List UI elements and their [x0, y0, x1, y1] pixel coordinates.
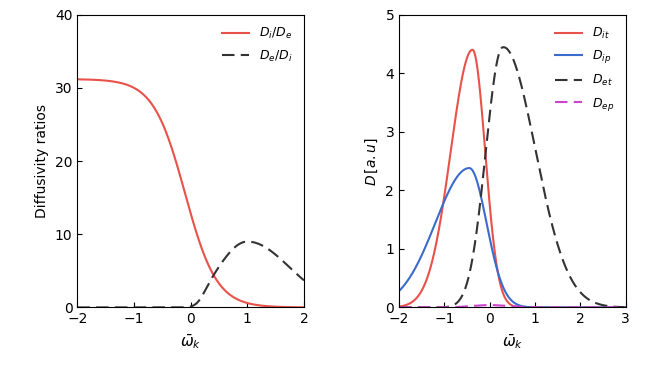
Legend: $D_i/D_e$, $D_e/D_i$: $D_i/D_e$, $D_e/D_i$: [217, 21, 298, 68]
X-axis label: $\bar{\omega}_k$: $\bar{\omega}_k$: [180, 332, 201, 351]
Y-axis label: Diffusivity ratios: Diffusivity ratios: [35, 104, 50, 218]
X-axis label: $\bar{\omega}_k$: $\bar{\omega}_k$: [502, 332, 523, 351]
Y-axis label: $D\,[a.u]$: $D\,[a.u]$: [364, 137, 380, 186]
Legend: $D_{it}$, $D_{ip}$, $D_{et}$, $D_{ep}$: $D_{it}$, $D_{ip}$, $D_{et}$, $D_{ep}$: [550, 21, 619, 117]
